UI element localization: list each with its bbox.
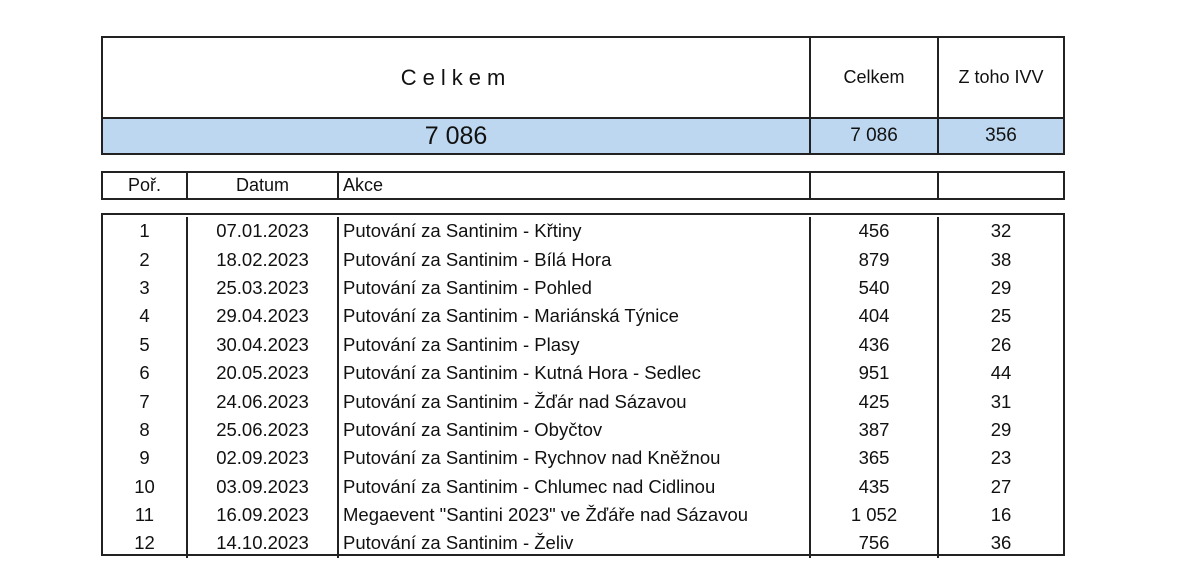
row-datum: 14.10.2023 (186, 529, 337, 558)
row-datum: 29.04.2023 (186, 302, 337, 331)
row-akce: Putování za Santinim - Křtiny (337, 217, 809, 246)
row-celkem: 456 (809, 217, 937, 246)
row-ivv: 29 (937, 415, 1063, 445)
col-header-ivv (937, 173, 1063, 198)
summary-total-celkem: 7 086 (809, 117, 937, 153)
row-celkem: 387 (809, 415, 937, 445)
row-celkem: 879 (809, 245, 937, 274)
row-celkem: 436 (809, 330, 937, 359)
row-ivv: 26 (937, 330, 1063, 359)
summary-col-ivv: Z toho IVV (937, 38, 1063, 117)
row-akce: Putování za Santinim - Rychnov nad Kněžn… (337, 444, 809, 473)
row-akce: Putování za Santinim - Pohled (337, 273, 809, 303)
row-akce: Putování za Santinim - Obyčtov (337, 415, 809, 445)
row-por: 11 (134, 504, 155, 526)
row-ivv: 29 (937, 273, 1063, 303)
row-ivv: 36 (937, 529, 1063, 558)
row-datum: 16.09.2023 (186, 500, 337, 530)
row-ivv: 32 (937, 217, 1063, 246)
row-datum: 18.02.2023 (186, 245, 337, 274)
summary-total-ivv: 356 (937, 117, 1063, 153)
row-celkem: 425 (809, 387, 937, 416)
col-header-akce: Akce (337, 173, 809, 198)
row-celkem: 756 (809, 529, 937, 558)
row-por: 12 (134, 532, 155, 554)
row-ivv: 27 (937, 472, 1063, 501)
row-ivv: 23 (937, 444, 1063, 473)
row-akce: Putování za Santinim - Kutná Hora - Sedl… (337, 358, 809, 388)
row-celkem: 435 (809, 472, 937, 501)
row-datum: 24.06.2023 (186, 387, 337, 416)
row-datum: 07.01.2023 (186, 217, 337, 246)
row-celkem: 540 (809, 273, 937, 303)
summary-total-main: 7 086 (103, 117, 809, 153)
row-por: 3 (139, 276, 150, 298)
row-akce: Putování za Santinim - Bílá Hora (337, 245, 809, 274)
row-datum: 30.04.2023 (186, 330, 337, 359)
row-celkem: 365 (809, 444, 937, 473)
row-por: 2 (139, 248, 150, 270)
row-ivv: 16 (937, 500, 1063, 530)
row-akce: Putování za Santinim - Chlumec nad Cidli… (337, 472, 809, 501)
summary-title: Celkem (400, 64, 512, 90)
row-por: 6 (139, 362, 150, 384)
col-header-datum: Datum (186, 173, 337, 198)
row-akce: Putování za Santinim - Mariánská Týnice (337, 302, 809, 331)
row-datum: 25.03.2023 (186, 273, 337, 303)
row-datum: 25.06.2023 (186, 415, 337, 445)
row-ivv: 44 (937, 358, 1063, 388)
row-akce: Putování za Santinim - Plasy (337, 330, 809, 359)
row-celkem: 404 (809, 302, 937, 331)
row-celkem: 1 052 (809, 500, 937, 530)
row-ivv: 25 (937, 302, 1063, 331)
row-datum: 20.05.2023 (186, 358, 337, 388)
row-por: 4 (139, 305, 150, 327)
col-header-celkem (809, 173, 937, 198)
events-table: 1 07.01.2023 Putování za Santinim - Křtiny… (101, 213, 1065, 558)
row-por: 5 (139, 333, 150, 355)
summary-table: Celkem Celkem Z toho IVV 7 086 7 086 356 (101, 36, 1065, 155)
row-datum: 02.09.2023 (186, 444, 337, 473)
row-por: 9 (139, 447, 150, 469)
row-datum: 03.09.2023 (186, 472, 337, 501)
col-header-por: Poř. (127, 175, 161, 195)
events-table-body: 1 07.01.2023 Putování za Santinim - Křtiny… (103, 217, 1063, 558)
row-por: 10 (134, 475, 155, 497)
row-akce: Putování za Santinim - Žďár nad Sázavou (337, 387, 809, 416)
row-por: 7 (139, 390, 150, 412)
column-header-row: Poř. Datum Akce (101, 171, 1065, 200)
row-por: 8 (139, 418, 150, 440)
row-akce: Megaevent "Santini 2023" ve Žďáře nad Sá… (337, 500, 809, 530)
row-celkem: 951 (809, 358, 937, 388)
row-ivv: 38 (937, 245, 1063, 274)
row-ivv: 31 (937, 387, 1063, 416)
summary-col-celkem: Celkem (809, 38, 937, 117)
row-por: 1 (139, 220, 150, 242)
row-akce: Putování za Santinim - Želiv (337, 529, 809, 558)
